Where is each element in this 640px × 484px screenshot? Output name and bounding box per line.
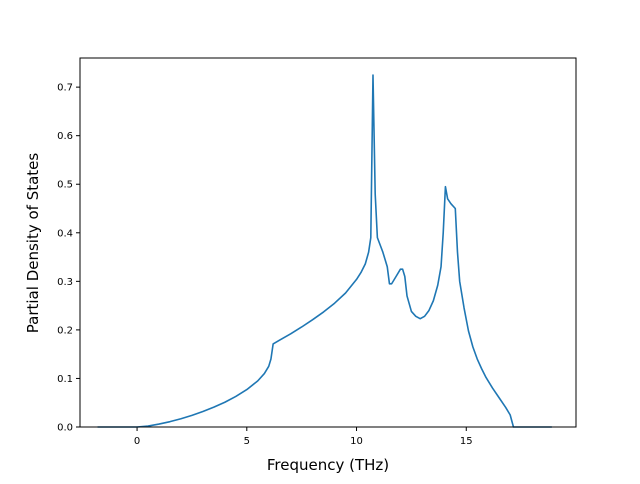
y-tick-label: 0.3	[57, 277, 73, 288]
x-tick-label: 5	[244, 436, 250, 447]
y-tick-label: 0.0	[57, 423, 73, 434]
y-tick-label: 0.6	[57, 131, 73, 142]
y-tick-label: 0.2	[57, 325, 73, 336]
series-line	[97, 74, 552, 428]
y-axis-ticks: 0.0 0.1 0.2 0.3 0.4 0.5 0.6 0.7	[57, 83, 80, 434]
x-axis-ticks: 0 5 10 15	[134, 427, 473, 447]
x-tick-label: 0	[134, 436, 140, 447]
axes-frame	[79, 57, 577, 428]
y-axis-label: Partial Density of States	[24, 153, 42, 334]
y-tick-label: 0.1	[57, 374, 73, 385]
x-tick-label: 15	[460, 436, 473, 447]
y-tick-label: 0.4	[57, 228, 73, 239]
x-axis-label: Frequency (THz)	[267, 456, 389, 474]
x-tick-label: 10	[350, 436, 363, 447]
y-tick-label: 0.5	[57, 180, 73, 191]
y-tick-label: 0.7	[57, 83, 73, 94]
plot-background	[80, 58, 576, 427]
